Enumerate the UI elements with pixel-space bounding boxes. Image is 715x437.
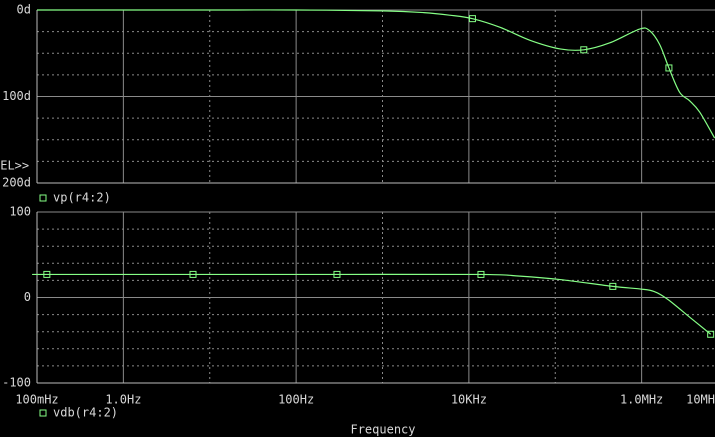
x-axis-label: Frequency bbox=[350, 423, 415, 437]
data-marker bbox=[468, 15, 476, 23]
data-marker bbox=[580, 46, 588, 54]
y-tick-label: -100d bbox=[0, 89, 31, 103]
y-tick-label: 0d bbox=[17, 3, 31, 17]
data-marker bbox=[43, 270, 51, 278]
x-tick-label: 10MH bbox=[686, 393, 715, 407]
series-line bbox=[36, 9, 715, 139]
data-marker bbox=[707, 330, 715, 338]
data-marker bbox=[189, 270, 197, 278]
data-marker bbox=[477, 270, 485, 278]
legend-marker bbox=[39, 409, 47, 417]
y-tick-label: 0 bbox=[24, 290, 31, 304]
legend-label: vp(r4:2) bbox=[53, 191, 111, 205]
annotation: SEL>> bbox=[0, 159, 29, 173]
series-line bbox=[32, 273, 712, 335]
y-tick-label: -100 bbox=[2, 376, 31, 390]
legend-marker bbox=[39, 194, 47, 202]
x-tick-label: 100Hz bbox=[278, 393, 314, 407]
x-tick-label: 1.0MHz bbox=[620, 393, 663, 407]
x-tick-label: 10KHz bbox=[451, 393, 487, 407]
data-marker bbox=[333, 270, 341, 278]
legend-label: vdb(r4:2) bbox=[53, 406, 118, 420]
data-marker bbox=[665, 64, 673, 72]
x-tick-label: 100mHz bbox=[15, 393, 58, 407]
y-tick-label: 100 bbox=[9, 205, 31, 219]
x-tick-label: 1.0Hz bbox=[105, 393, 141, 407]
data-marker bbox=[609, 282, 617, 290]
y-tick-label: -200d bbox=[0, 176, 31, 190]
